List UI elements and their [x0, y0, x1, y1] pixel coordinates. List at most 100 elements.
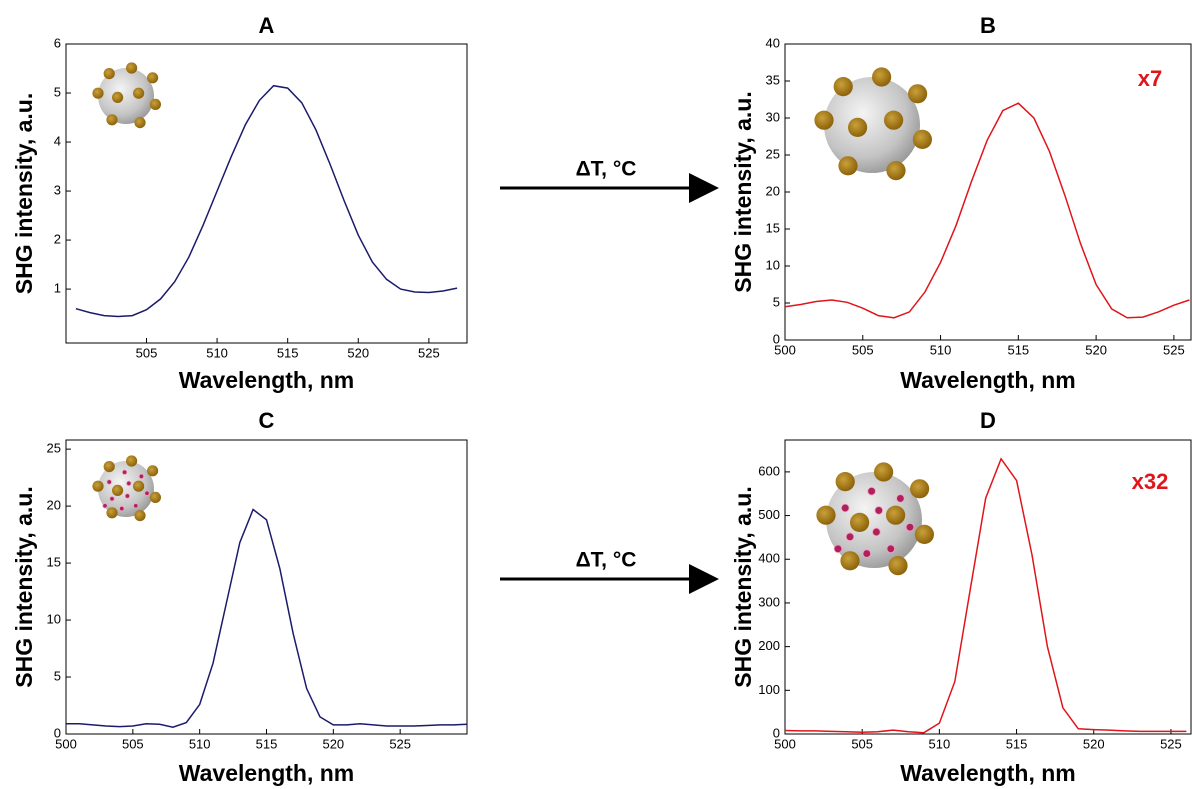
dopant — [872, 527, 881, 537]
y-tick-label: 40 — [766, 35, 780, 50]
nanoparticle-icon — [816, 462, 935, 576]
panel-title: C — [259, 408, 275, 433]
y-axis-title: SHG intensity, a.u. — [11, 486, 37, 688]
gold-particle — [147, 72, 159, 84]
dopant — [862, 549, 872, 558]
y-tick-label: 35 — [766, 72, 780, 87]
gold-particle — [134, 117, 146, 129]
panel: 505 510 515 520 525 1 2 3 4 5 6 A Wavelength, nm SHG … — [11, 13, 468, 393]
x-tick-label: 500 — [55, 736, 77, 751]
dopant — [874, 506, 884, 515]
x-tick-label: 510 — [206, 345, 228, 360]
gold-particle — [149, 491, 161, 503]
y-tick-label: 300 — [758, 594, 780, 609]
x-tick-label: 510 — [930, 342, 952, 357]
gold-particle — [840, 551, 860, 571]
gold-particle — [112, 484, 124, 496]
dopant — [102, 503, 108, 509]
arrow-label: ΔT, °C — [576, 549, 637, 572]
gold-particle — [888, 556, 908, 576]
gold-particle — [848, 117, 868, 137]
y-tick-label: 20 — [766, 183, 780, 198]
panel: 500 505 510 515 520 5250510152025303540BWavel… — [730, 13, 1192, 393]
x-tick-label: 505 — [136, 345, 158, 360]
gold-particle — [872, 67, 892, 87]
dopant — [106, 479, 112, 485]
x-tick-label: 505 — [851, 736, 873, 751]
gold-particle — [92, 480, 104, 492]
arrow-2: ΔT, °C — [500, 549, 719, 594]
gold-particle — [103, 68, 115, 80]
x-tick-label: 525 — [1163, 342, 1185, 357]
plot-frame — [65, 43, 468, 344]
gold-particle — [92, 87, 104, 99]
dopant — [896, 494, 905, 503]
x-tick-label: 510 — [189, 736, 211, 751]
gold-particle — [835, 472, 855, 492]
dopant — [905, 522, 915, 532]
y-tick-label: 500 — [758, 507, 780, 522]
gold-particle — [838, 156, 858, 176]
gold-particle — [112, 91, 124, 103]
gold-particle — [133, 87, 145, 99]
dopant — [124, 493, 131, 499]
dopant — [144, 490, 150, 496]
panel-title: A — [259, 13, 275, 38]
y-axis-title: SHG intensity, a.u. — [730, 91, 756, 293]
gold-particle — [886, 161, 906, 181]
y-tick-label: 0 — [773, 331, 780, 346]
dopant — [138, 473, 145, 480]
x-tick-label: 520 — [347, 345, 369, 360]
dopant — [886, 544, 896, 554]
scale-annotation: x32 — [1132, 469, 1169, 494]
y-tick-label: 20 — [47, 498, 61, 513]
y-axis-title: SHG intensity, a.u. — [730, 486, 756, 688]
x-tick-label: 500 — [774, 342, 796, 357]
y-tick-label: 0 — [54, 725, 61, 740]
dopant — [119, 505, 125, 512]
scale-annotation: x7 — [1138, 66, 1162, 91]
gold-particle — [910, 479, 930, 499]
gold-particle — [908, 84, 928, 104]
x-tick-label: 520 — [1085, 342, 1107, 357]
plot-frame — [784, 439, 1192, 735]
y-tick-label: 400 — [758, 551, 780, 566]
x-tick-label: 515 — [1006, 736, 1028, 751]
dopant — [121, 469, 128, 475]
nanoparticle-icon — [814, 67, 933, 181]
x-axis-title: Wavelength, nm — [179, 760, 355, 786]
y-tick-label: 25 — [47, 441, 61, 456]
gold-particle — [814, 110, 834, 130]
gold-particle — [816, 505, 836, 525]
dopant — [109, 496, 115, 502]
gold-particle — [134, 509, 146, 522]
gold-particle — [106, 507, 118, 519]
x-tick-label: 505 — [852, 342, 874, 357]
x-tick-label: 510 — [929, 736, 951, 751]
x-tick-label: 520 — [1083, 736, 1105, 751]
gold-particle — [850, 512, 870, 533]
y-tick-label: 100 — [758, 682, 780, 697]
y-tick-label: 15 — [47, 555, 61, 570]
y-tick-label: 5 — [54, 84, 61, 99]
gold-particle — [884, 110, 904, 130]
panel: 500 505 510 515 520 525 0 100 200 300 400 500 600 D Wa… — [730, 408, 1192, 786]
x-tick-label: 520 — [322, 736, 344, 751]
y-tick-label: 0 — [773, 725, 780, 740]
spectrum-line — [785, 102, 1190, 319]
x-axis-title: Wavelength, nm — [900, 367, 1076, 393]
x-tick-label: 515 — [256, 736, 278, 751]
gold-particle — [886, 505, 906, 525]
y-tick-label: 25 — [766, 146, 780, 161]
x-axis-title: Wavelength, nm — [179, 367, 355, 393]
y-tick-label: 600 — [758, 463, 780, 478]
y-tick-label: 2 — [54, 232, 61, 247]
gold-particle — [126, 62, 138, 74]
panel-title: D — [980, 408, 996, 433]
spectrum-line — [66, 508, 467, 728]
arrow-1: ΔT, °C — [500, 158, 719, 203]
x-tick-label: 525 — [418, 345, 440, 360]
gold-particle — [874, 462, 894, 482]
spectrum-line — [75, 84, 458, 318]
y-tick-label: 15 — [766, 220, 780, 235]
